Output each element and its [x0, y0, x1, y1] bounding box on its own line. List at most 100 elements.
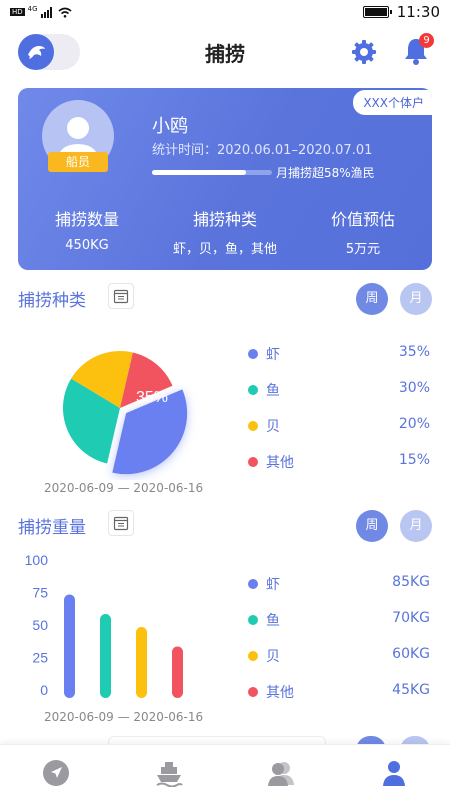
legend-value: 35% [398, 344, 430, 360]
legend-row: 鱼 70KG [248, 610, 432, 630]
legend-value: 85KG [392, 574, 430, 590]
account-type-tag[interactable]: XXX个体户 [353, 90, 432, 115]
week-toggle[interactable]: 周 [356, 510, 388, 542]
weight-section-header: 捕捞重量 周 月 [18, 510, 432, 542]
pie-slice-2 [71, 351, 133, 408]
network-label: 4G [27, 5, 38, 13]
legend-label: 虾 [266, 577, 280, 593]
legend-label: 鱼 [266, 383, 280, 399]
month-toggle[interactable]: 月 [400, 510, 432, 542]
y-tick-label: 0 [40, 682, 48, 698]
legend-label: 其他 [266, 685, 294, 701]
legend-label: 其他 [266, 455, 294, 471]
legend-dot [248, 687, 258, 697]
ranking-progress-bar [152, 170, 272, 175]
bar-1 [100, 614, 111, 698]
pie-slice-3 [120, 352, 173, 408]
legend-dot [248, 421, 258, 431]
stat-value-estimate: 价值预估 5万元 [294, 206, 432, 257]
legend-value: 45KG [392, 682, 430, 698]
legend-label: 贝 [266, 649, 280, 665]
y-tick-label: 100 [25, 552, 49, 568]
weight-bar-chart: 100 75 50 25 0 [25, 552, 183, 698]
legend-dot [248, 615, 258, 625]
date-separator: — [117, 481, 130, 495]
legend-row: 其他 45KG [248, 682, 432, 702]
nav-ship[interactable] [113, 745, 226, 800]
nav-profile[interactable] [338, 745, 450, 800]
weight-date-range: 2020-06-09 — 2020-06-16 [44, 710, 203, 724]
user-name: 小鸥 [152, 116, 188, 137]
legend-dot [248, 349, 258, 359]
date-start: 2020-06-09 [44, 481, 114, 495]
legend-value: 30% [398, 380, 430, 396]
users-icon [268, 761, 295, 786]
pie-slice-1 [62, 378, 120, 464]
legend-value: 15% [398, 452, 430, 468]
bottom-navigation [0, 744, 450, 800]
stat-period: 统计时间：2020.06.01–2020.07.01 [152, 139, 372, 158]
period-value: 2020.06.01–2020.07.01 [217, 143, 373, 158]
page-title: 捕捞 [205, 42, 245, 66]
period-label: 统计时间： [152, 143, 218, 158]
date-separator: — [117, 710, 130, 724]
status-bar: HD 4G 11:30 [0, 0, 450, 24]
legend-value: 60KG [392, 646, 430, 662]
legend-label: 鱼 [266, 613, 280, 629]
stat-label: 捕捞种类 [192, 210, 257, 229]
legend-row: 贝 60KG [248, 646, 432, 666]
bar-3 [172, 646, 183, 698]
calendar-icon[interactable] [108, 510, 134, 536]
signal-icon [40, 6, 52, 18]
mode-toggle[interactable] [18, 34, 80, 70]
ship-icon [156, 761, 183, 787]
nav-navigation[interactable] [0, 745, 113, 800]
profile-stats: 捕捞数量 450KG 捕捞种类 虾，贝，鱼，其他 价值预估 5万元 [18, 206, 432, 257]
week-toggle[interactable]: 周 [356, 283, 388, 315]
bar-2 [136, 627, 147, 698]
user-icon [382, 760, 405, 786]
y-tick-label: 50 [32, 617, 48, 633]
stat-species: 捕捞种类 虾，贝，鱼，其他 [156, 206, 294, 257]
hd-label: HD [10, 8, 25, 16]
date-end: 2020-06-16 [133, 481, 204, 495]
y-tick-label: 25 [32, 650, 48, 666]
legend-row: 鱼 30% [248, 380, 432, 400]
calendar-icon[interactable] [108, 283, 134, 309]
progress-fill [152, 170, 246, 175]
date-start: 2020-06-09 [44, 710, 114, 724]
legend-dot [248, 457, 258, 467]
app-header: 捕捞 9 [0, 28, 450, 76]
legend-value: 70KG [392, 610, 430, 626]
stat-value: 虾，贝，鱼，其他 [172, 242, 277, 257]
nav-users[interactable] [225, 745, 338, 800]
settings-gear-icon[interactable] [350, 38, 378, 66]
legend-dot [248, 385, 258, 395]
stat-value: 5万元 [345, 242, 381, 257]
bar-0 [64, 594, 75, 698]
y-tick-label: 75 [32, 585, 48, 601]
section-title: 捕捞重量 [18, 518, 86, 538]
pie-highlight-label: 35% [136, 389, 168, 406]
stat-quantity: 捕捞数量 450KG [18, 206, 156, 257]
month-toggle[interactable]: 月 [400, 283, 432, 315]
date-end: 2020-06-16 [133, 710, 204, 724]
legend-row: 虾 85KG [248, 574, 432, 594]
legend-dot [248, 579, 258, 589]
battery-icon [362, 6, 392, 18]
legend-label: 虾 [266, 347, 280, 363]
stat-value: 450KG [65, 238, 109, 253]
species-section-header: 捕捞种类 周 月 [18, 283, 432, 315]
notification-badge: 9 [419, 33, 434, 48]
species-pie-chart: 35% [62, 351, 188, 475]
status-left: HD 4G [10, 5, 72, 18]
profile-card: XXX个体户 船员 小鸥 统计时间：2020.06.01–2020.07.01 … [18, 88, 432, 270]
legend-value: 20% [398, 416, 430, 432]
next-section-card [108, 736, 326, 750]
stat-label: 捕捞数量 [54, 210, 119, 229]
role-badge: 船员 [48, 152, 108, 172]
progress-label: 月捕捞超58%渔民 [276, 166, 375, 180]
legend-row: 虾 35% [248, 344, 432, 364]
stat-label: 价值预估 [330, 210, 395, 229]
clock: 11:30 [396, 3, 440, 21]
